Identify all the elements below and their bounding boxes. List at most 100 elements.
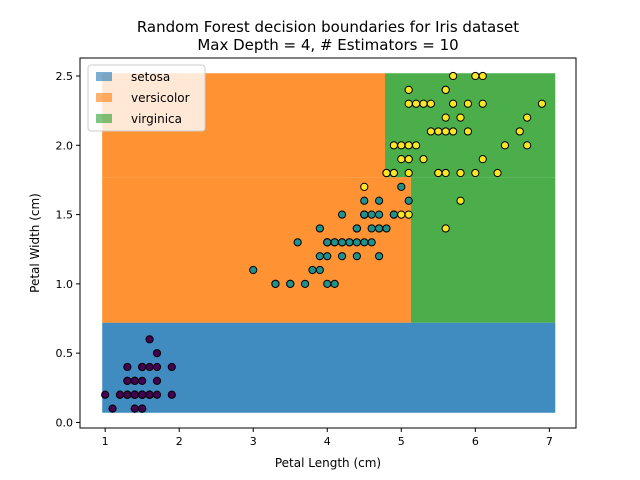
point-setosa [123, 376, 132, 385]
point-versicolor [397, 182, 406, 191]
x-tick-label: 5 [398, 435, 405, 448]
point-virginica [478, 71, 487, 81]
point-versicolor [382, 224, 391, 233]
legend-label-virginica: virginica [131, 112, 182, 126]
y-axis-label: Petal Width (cm) [28, 193, 42, 293]
point-virginica [419, 99, 428, 108]
point-virginica [523, 141, 532, 150]
point-virginica [456, 196, 465, 205]
x-axis-label: Petal Length (cm) [275, 456, 381, 470]
point-virginica [434, 127, 443, 136]
point-setosa [152, 390, 162, 399]
x-tick-label: 2 [176, 435, 183, 448]
point-setosa [138, 362, 147, 372]
data-points [101, 71, 547, 413]
point-setosa [108, 404, 117, 413]
point-virginica [426, 127, 436, 136]
point-setosa [138, 390, 147, 399]
point-virginica [411, 99, 421, 108]
point-virginica [419, 155, 428, 164]
point-virginica [449, 127, 458, 136]
point-virginica [404, 155, 413, 164]
point-virginica [441, 224, 450, 233]
point-versicolor [300, 279, 310, 288]
x-tick-label: 3 [250, 435, 257, 448]
point-versicolor [293, 238, 302, 247]
point-versicolor [337, 252, 347, 261]
point-setosa [130, 404, 139, 413]
point-versicolor [374, 210, 384, 219]
legend-label-versicolor: versicolor [131, 91, 190, 105]
point-virginica [404, 210, 413, 219]
point-setosa [101, 390, 110, 399]
point-versicolor [315, 252, 324, 261]
point-virginica [456, 113, 465, 122]
point-virginica [456, 168, 465, 178]
legend-swatch-virginica [96, 114, 112, 123]
point-setosa [145, 335, 154, 344]
legend-swatch-versicolor [96, 93, 112, 102]
chart-title: Random Forest decision boundaries for Ir… [137, 18, 519, 36]
y-tick-label: 2.5 [56, 70, 74, 83]
point-setosa [138, 404, 147, 413]
point-setosa [123, 390, 132, 399]
point-virginica [434, 168, 443, 178]
point-virginica [449, 99, 458, 108]
point-virginica [397, 210, 406, 219]
legend-box [87, 64, 206, 132]
point-setosa [145, 390, 154, 399]
legend-swatch-setosa [96, 72, 112, 81]
point-virginica [471, 71, 480, 81]
y-tick-label: 2.0 [56, 139, 74, 152]
point-versicolor [345, 238, 354, 247]
axes-frame [79, 57, 577, 429]
point-versicolor [352, 238, 361, 247]
point-virginica [523, 113, 532, 122]
point-versicolor [374, 196, 384, 205]
point-virginica [404, 168, 413, 178]
point-versicolor [389, 210, 398, 219]
point-versicolor [271, 279, 280, 288]
point-setosa [115, 390, 125, 399]
point-setosa [145, 362, 154, 372]
x-tick-label: 7 [546, 435, 553, 448]
point-virginica [404, 85, 413, 94]
point-setosa [152, 349, 162, 358]
point-versicolor [286, 279, 295, 288]
x-tick-label: 1 [102, 435, 109, 448]
point-virginica [441, 168, 450, 178]
point-virginica [471, 168, 480, 178]
point-versicolor [337, 210, 347, 219]
point-virginica [441, 127, 450, 136]
point-virginica [537, 99, 547, 108]
point-virginica [411, 141, 421, 150]
x-axis: 1 2 3 4 5 6 7 [102, 428, 553, 448]
point-versicolor [374, 224, 384, 233]
legend-label-setosa: setosa [131, 70, 170, 84]
point-virginica [478, 99, 487, 108]
point-virginica [382, 168, 391, 178]
point-versicolor [330, 279, 339, 288]
chart-subtitle: Max Depth = 4, # Estimators = 10 [197, 36, 458, 54]
point-versicolor [367, 238, 376, 247]
point-versicolor [308, 265, 317, 275]
region-versicolor [102, 177, 411, 323]
point-virginica [389, 168, 398, 178]
point-setosa [152, 362, 162, 372]
region-virginica [410, 177, 556, 323]
point-virginica [397, 155, 406, 164]
point-setosa [152, 376, 162, 385]
point-virginica [463, 127, 473, 136]
point-versicolor [404, 196, 413, 205]
x-tick-label: 4 [324, 435, 331, 448]
point-setosa [130, 376, 139, 385]
point-setosa [167, 390, 176, 399]
y-tick-label: 1.0 [56, 278, 74, 291]
point-versicolor [360, 210, 369, 219]
point-versicolor [360, 238, 369, 247]
point-virginica [500, 141, 510, 150]
x-tick-label: 6 [472, 435, 479, 448]
y-axis: 0.0 0.5 1.0 1.5 2.0 2.5 [56, 70, 80, 429]
point-versicolor [367, 224, 376, 233]
y-tick-label: 0.0 [56, 416, 74, 429]
